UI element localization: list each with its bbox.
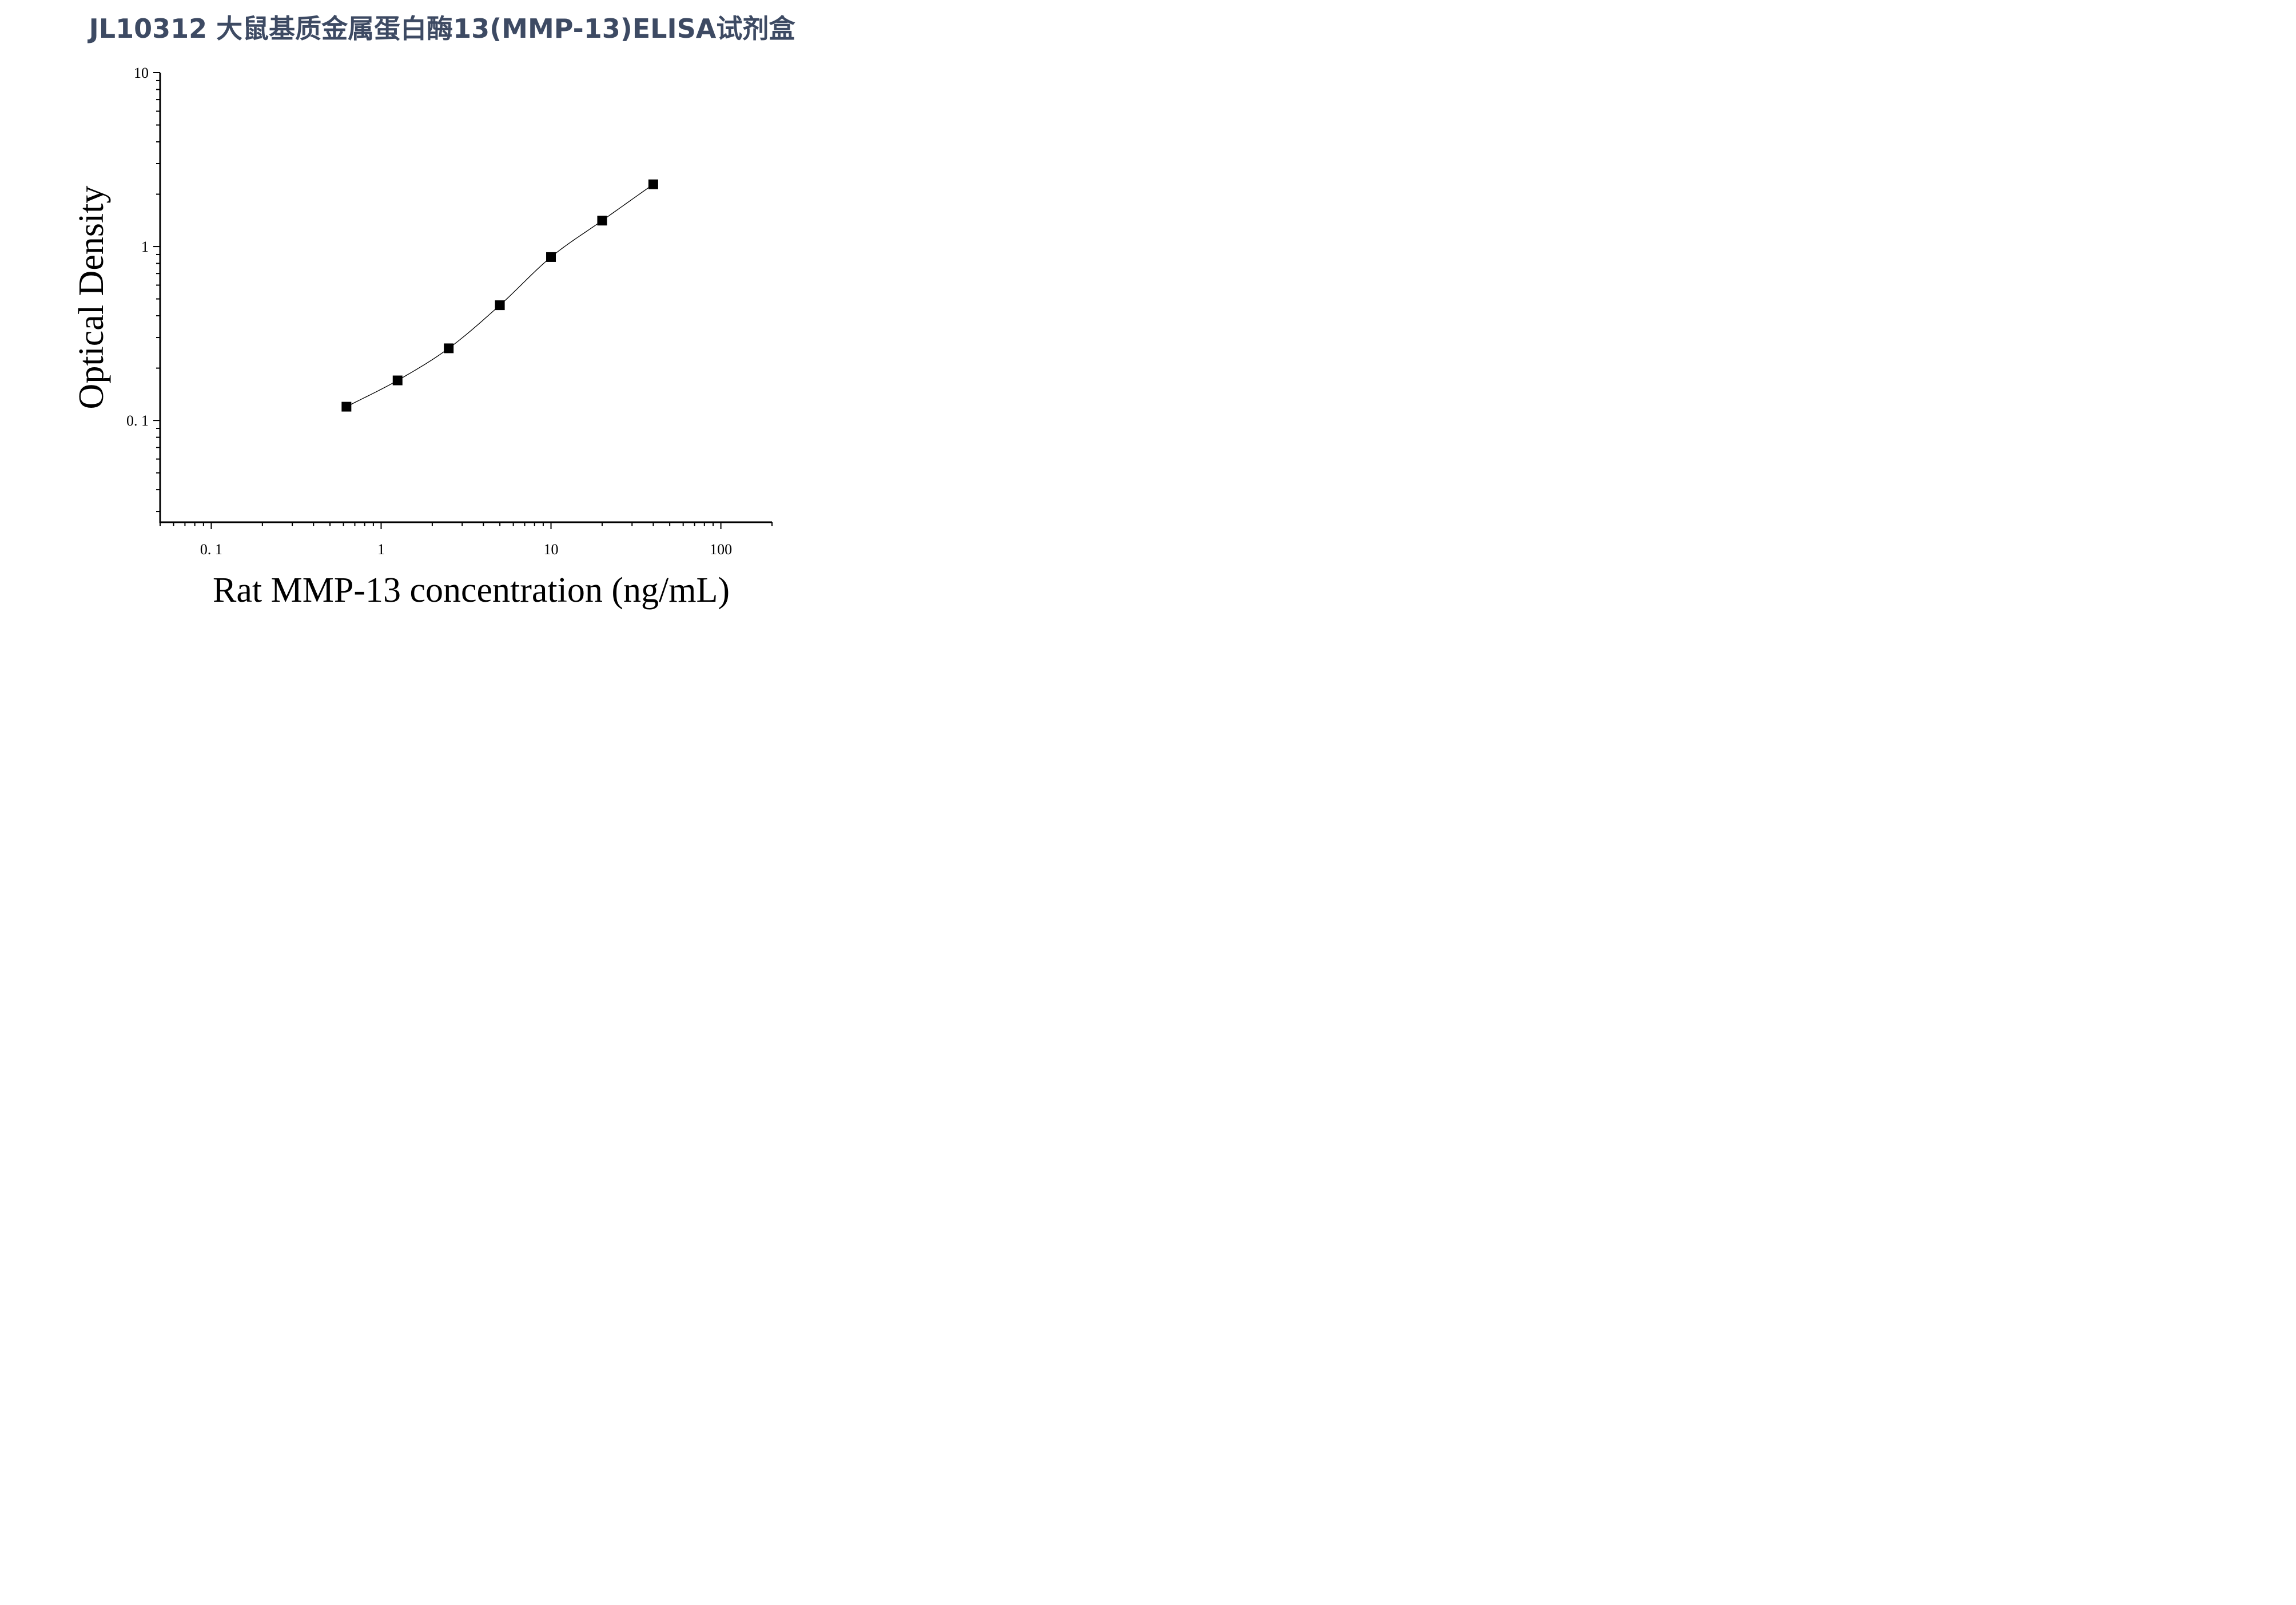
- axes: [159, 73, 772, 523]
- data-point: [495, 300, 505, 311]
- data-point: [597, 216, 607, 226]
- data-point: [392, 375, 403, 386]
- x-tick-label: 10: [544, 541, 559, 558]
- y-tick-label: 10: [134, 65, 149, 81]
- data-points-group: [341, 179, 658, 412]
- data-point: [546, 252, 556, 262]
- x-tick-label: 0. 1: [200, 541, 222, 558]
- x-tick-label: 100: [710, 541, 732, 558]
- ticks: 0. 1 1 10 100 0. 1 1 10: [126, 65, 773, 558]
- data-point: [341, 402, 352, 412]
- fit-curve: [346, 184, 654, 407]
- x-tick-label: 1: [377, 541, 385, 558]
- standard-curve-chart: 0. 1 1 10 100 0. 1 1 10 Rat MMP-13 concentrati…: [72, 65, 773, 610]
- data-point: [648, 179, 658, 189]
- fit-curve-group: [346, 184, 654, 407]
- y-tick-label: 1: [141, 239, 149, 255]
- x-axis-label: Rat MMP-13 concentration (ng/mL): [213, 571, 730, 610]
- data-point: [444, 343, 454, 353]
- y-axis-label: Optical Density: [72, 186, 111, 410]
- y-tick-label: 0. 1: [126, 412, 149, 429]
- chart-title: JL10312 大鼠基质金属蛋白酶13(MMP-13)ELISA试剂盒: [89, 13, 795, 44]
